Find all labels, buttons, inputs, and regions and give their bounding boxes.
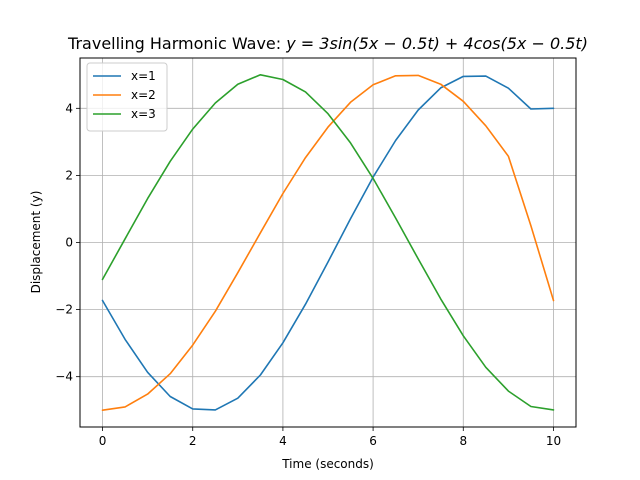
- legend-item: x=3: [93, 107, 156, 121]
- legend-item: x=2: [93, 88, 156, 102]
- legend: x=1 x=2 x=3: [86, 62, 168, 132]
- x-axis-label: Time (seconds): [281, 457, 374, 471]
- y-tick-label: 4: [65, 101, 73, 115]
- chart-title-equation: y = 3sin(5x − 0.5t) + 4cos(5x − 0.5t): [285, 34, 588, 53]
- series-line-x-1: [101, 75, 555, 411]
- series-line-x-2: [101, 74, 555, 412]
- x-tick-label: 2: [189, 434, 197, 448]
- chart-title-prefix: Travelling Harmonic Wave:: [67, 34, 286, 53]
- x-tick-label: 4: [279, 434, 287, 448]
- x-tick-label: 0: [99, 434, 107, 448]
- chart-title: Travelling Harmonic Wave: y = 3sin(5x − …: [67, 34, 588, 53]
- legend-item: x=1: [93, 69, 156, 83]
- x-tick-label: 10: [546, 434, 561, 448]
- legend-label: x=2: [131, 88, 156, 102]
- x-tick-label: 8: [459, 434, 467, 448]
- y-tick-label: 0: [65, 236, 73, 250]
- grid: [80, 58, 576, 427]
- y-axis-label: Displacement (y): [29, 191, 43, 294]
- y-tick-label: 2: [65, 168, 73, 182]
- legend-label: x=1: [131, 69, 156, 83]
- x-tick-label: 6: [369, 434, 377, 448]
- ticks: 0 2 4 6 8 10 −4 −2 0 2 4: [55, 101, 561, 448]
- series-layer: [101, 74, 555, 412]
- legend-label: x=3: [131, 107, 156, 121]
- y-tick-label: −4: [55, 370, 73, 384]
- series-line-x-3: [101, 74, 555, 411]
- y-tick-label: −2: [55, 303, 73, 317]
